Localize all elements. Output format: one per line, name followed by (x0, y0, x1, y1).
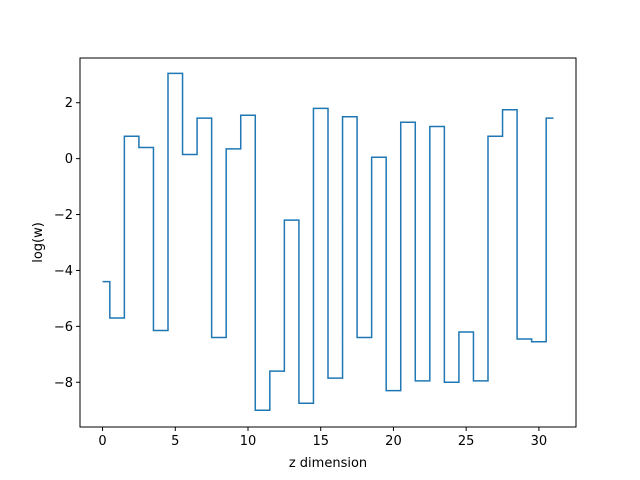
x-axis-label: z dimension (289, 456, 367, 471)
x-tick-label: 25 (458, 434, 475, 449)
y-axis-ticks: −8 −6 −4 −2 0 2 (54, 96, 80, 391)
y-axis-label: log(w) (31, 222, 46, 263)
y-tick-label: −2 (54, 208, 73, 223)
series-line-0 (102, 72, 554, 411)
x-tick-label: 20 (385, 434, 402, 449)
x-tick-label: 30 (531, 434, 548, 449)
y-tick-label: 0 (65, 152, 73, 167)
x-tick-label: 5 (171, 434, 179, 449)
x-tick-label: 10 (240, 434, 257, 449)
x-tick-label: 0 (98, 434, 106, 449)
y-tick-label: −8 (54, 376, 73, 391)
x-axis-ticks: 0 5 10 15 20 25 30 (98, 427, 547, 449)
y-tick-label: −4 (54, 264, 73, 279)
series-layer (102, 72, 554, 411)
y-tick-label: −6 (54, 320, 73, 335)
axes-frame (79, 57, 577, 428)
y-tick-label: 2 (65, 96, 73, 111)
x-tick-label: 15 (312, 434, 329, 449)
